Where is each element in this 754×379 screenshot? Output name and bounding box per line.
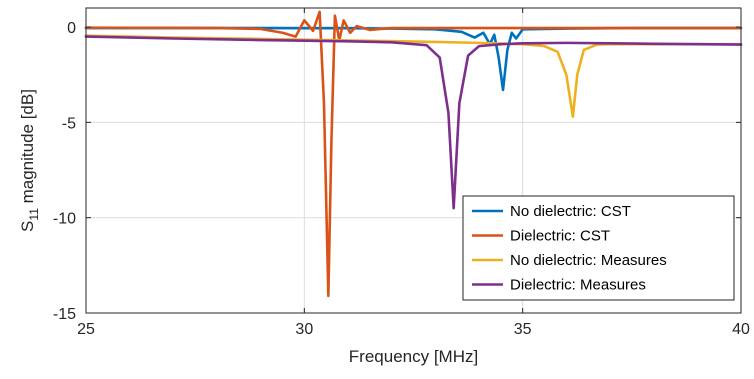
ticks: 25 30 35 40 0 -5 -10 -15 <box>53 8 750 338</box>
series-line-4 <box>84 35 743 210</box>
x-tick-label: 25 <box>77 321 95 338</box>
y-tick-label: -15 <box>53 306 76 323</box>
series-line-2 <box>84 10 743 298</box>
y-tick-label: -10 <box>53 211 76 228</box>
legend: No dielectric: CST Dielectric: CST No diel… <box>462 195 735 301</box>
x-axis-label: Frequency [MHz] <box>349 347 478 366</box>
x-tick-label: 40 <box>732 321 750 338</box>
series-group <box>84 10 743 298</box>
y-axis-label-sub: 11 <box>27 208 41 221</box>
legend-label: No dielectric: CST <box>510 203 631 220</box>
legend-label: Dielectric: Measures <box>510 277 646 294</box>
legend-label: No dielectric: Measures <box>510 252 667 269</box>
x-tick-label: 30 <box>295 321 313 338</box>
y-axis-label-rest: magnitude [dB] <box>18 89 37 208</box>
x-tick-label: 35 <box>514 321 532 338</box>
legend-label: Dielectric: CST <box>510 228 610 245</box>
y-axis-label-main: S <box>18 221 37 232</box>
y-tick-label: -5 <box>62 115 76 132</box>
plot-frame <box>85 7 742 314</box>
y-axis-label: S11 magnitude [dB] <box>18 89 41 232</box>
legend-box <box>462 195 735 301</box>
y-tick-label: 0 <box>67 20 76 37</box>
